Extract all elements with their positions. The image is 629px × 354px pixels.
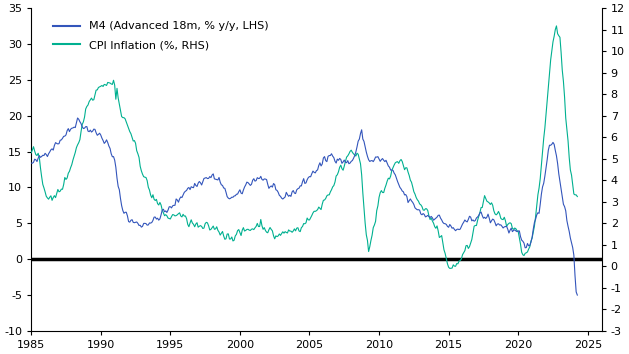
Legend: M4 (Advanced 18m, % y/y, LHS), CPI Inflation (%, RHS): M4 (Advanced 18m, % y/y, LHS), CPI Infla… [48,17,274,55]
